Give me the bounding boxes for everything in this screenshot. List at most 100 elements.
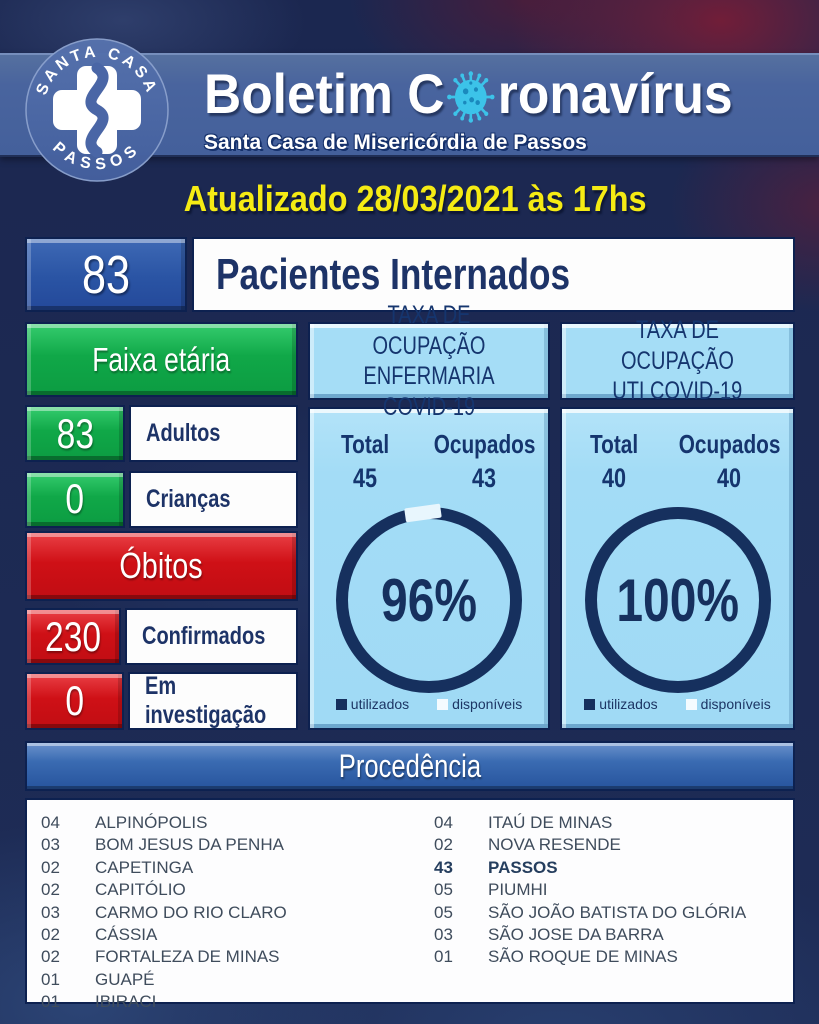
legend-available-label: disponíveis — [452, 696, 523, 712]
subtitle: Santa Casa de Misericórdia de Passos — [204, 131, 587, 154]
legend-available-swatch — [437, 698, 449, 710]
origin-count: 03 — [41, 902, 60, 922]
origin-count: 01 — [41, 992, 60, 1012]
origin-row: 02 CÁSSIA — [41, 924, 426, 946]
title-suffix: ronavírus — [497, 62, 733, 125]
origin-city: CÁSSIA — [95, 925, 158, 945]
origin-count: 02 — [41, 925, 60, 945]
age-group-header: Faixa etária — [25, 322, 298, 398]
patients-label: Pacientes Internados — [192, 237, 795, 312]
origin-row: 02 NOVA RESENDE — [434, 834, 746, 856]
origin-city: CAPITÓLIO — [95, 880, 186, 900]
origin-column-right: 04 ITAÚ DE MINAS 02 NOVA RESENDE 43 PASSOS … — [426, 812, 746, 1002]
origin-count: 05 — [434, 902, 453, 922]
age-death-panel: Faixa etária 83 Adultos 0 Crianças Óbi — [25, 318, 298, 731]
origin-row: 01 SÃO ROQUE DE MINAS — [434, 946, 746, 968]
origin-count: 01 — [434, 947, 453, 967]
origin-city: NOVA RESENDE — [488, 835, 621, 855]
origin-row: 05 SÃO JOÃO BATISTA DO GLÓRIA — [434, 902, 746, 924]
origin-row: 03 CARMO DO RIO CLARO — [41, 902, 426, 924]
children-count: 0 — [25, 471, 125, 528]
uti-percent: 100% — [616, 566, 739, 634]
confirmed-deaths-label: Confirmados — [124, 608, 298, 666]
origin-city: SÃO ROQUE DE MINAS — [488, 947, 678, 967]
legend-used-swatch — [584, 698, 596, 710]
legend-available-swatch — [685, 698, 697, 710]
investigation-deaths-count: 0 — [25, 672, 124, 731]
origin-count: 02 — [41, 857, 60, 877]
origin-list: 04 ALPINÓPOLIS 03 BOM JESUS DA PENHA 02 CAP… — [25, 798, 795, 1011]
origin-row: 03 BOM JESUS DA PENHA — [41, 834, 426, 856]
enfermaria-body: Total 45 Ocupados 43 96% utilizados — [308, 407, 550, 730]
uti-donut-chart: 100% — [584, 507, 771, 693]
stat-row-confirmed: 230 Confirmados — [25, 608, 298, 666]
origin-city: CARMO DO RIO CLARO — [95, 902, 287, 922]
patients-count: 83 — [25, 237, 187, 312]
origin-city: ITAÚ DE MINAS — [488, 813, 613, 832]
origin-header: Procedência — [25, 741, 795, 791]
bulletin-content: 83 Pacientes Internados Faixa etária 83 … — [25, 237, 795, 1011]
occupancy-panel-uti: TAXA DE OCUPAÇÃO UTI COVID-19 Total 40 O… — [560, 316, 795, 730]
origin-city: BOM JESUS DA PENHA — [95, 835, 284, 855]
coronavirus-icon — [447, 71, 495, 123]
uti-body: Total 40 Ocupados 40 100% utilizados dis… — [560, 407, 795, 730]
legend-available-label: disponíveis — [700, 696, 771, 712]
origin-city: FORTALEZA DE MINAS — [95, 947, 280, 967]
adults-count: 83 — [25, 405, 125, 463]
origin-row: 01 IBIRACI — [41, 991, 426, 1013]
deaths-header: Óbitos — [25, 530, 298, 602]
adults-label: Adultos — [129, 405, 298, 463]
origin-count: 01 — [41, 969, 60, 989]
origin-row-passos: 43 PASSOS — [434, 857, 746, 879]
uti-legend: utilizados disponíveis — [584, 696, 771, 712]
uti-total: Total 40 — [589, 429, 638, 493]
origin-city: PIUMHI — [488, 880, 548, 900]
page-title: Boletim C — [204, 62, 733, 125]
confirmed-deaths-count: 230 — [25, 608, 121, 666]
enfermaria-occupied: Ocupados 43 — [433, 429, 536, 493]
origin-city: SÃO JOSE DA BARRA — [488, 925, 664, 945]
origin-count: 03 — [434, 925, 453, 945]
origin-row: 03 SÃO JOSE DA BARRA — [434, 924, 746, 946]
origin-count: 43 — [434, 857, 453, 877]
enfermaria-legend: utilizados disponíveis — [335, 696, 523, 712]
origin-city: IBIRACI — [95, 992, 157, 1012]
investigation-deaths-label: Em investigação — [127, 672, 298, 731]
enfermaria-donut-chart: 96% — [336, 503, 522, 693]
santa-casa-logo: SANTA CASA PASSOS — [24, 37, 170, 183]
legend-used-label: utilizados — [350, 696, 410, 712]
enfermaria-donut-ring: 96% — [336, 507, 522, 693]
origin-row: 02 CAPETINGA — [41, 857, 426, 879]
enfermaria-percent: 96% — [380, 566, 478, 634]
origin-column-left: 04 ALPINÓPOLIS 03 BOM JESUS DA PENHA 02 CAP… — [41, 812, 426, 1011]
origin-city: SÃO JOÃO BATISTA DO GLÓRIA — [488, 902, 747, 922]
uti-occupied: Ocupados 40 — [678, 429, 781, 493]
origin-row: 04 ITAÚ DE MINAS — [434, 812, 746, 834]
origin-city: ALPINÓPOLIS — [95, 813, 208, 832]
stat-row-children: 0 Crianças — [25, 471, 298, 528]
stat-row-investigation: 0 Em investigação — [25, 672, 298, 731]
origin-count: 02 — [41, 947, 60, 967]
uti-donut-ring: 100% — [584, 507, 771, 693]
origin-row: 05 PIUMHI — [434, 879, 746, 901]
origin-city: PASSOS — [488, 857, 558, 877]
stat-row-adults: 83 Adultos — [25, 405, 298, 463]
origin-row: 02 CAPITÓLIO — [41, 879, 426, 901]
origin-row: 02 FORTALEZA DE MINAS — [41, 946, 426, 968]
origin-count: 04 — [41, 813, 60, 832]
logo-cross-icon — [53, 62, 141, 158]
origin-count: 02 — [41, 880, 60, 900]
enfermaria-total: Total 45 — [341, 429, 390, 493]
patients-banner: 83 Pacientes Internados — [25, 237, 795, 312]
legend-used-label: utilizados — [599, 696, 658, 712]
origin-row: 01 GUAPÉ — [41, 969, 426, 991]
origin-city: GUAPÉ — [95, 969, 155, 989]
legend-used-swatch — [335, 698, 347, 710]
origin-count: 04 — [434, 813, 453, 832]
origin-count: 05 — [434, 880, 453, 900]
origin-row: 04 ALPINÓPOLIS — [41, 812, 426, 834]
origin-count: 03 — [41, 835, 60, 855]
updated-line: Atualizado 28/03/2021 às 17hs — [183, 178, 647, 219]
uti-header: TAXA DE OCUPAÇÃO UTI COVID-19 — [560, 316, 795, 405]
occupancy-panel-enfermaria: TAXA DE OCUPAÇÃO ENFERMARIA COVID-19 Tot… — [308, 301, 550, 730]
